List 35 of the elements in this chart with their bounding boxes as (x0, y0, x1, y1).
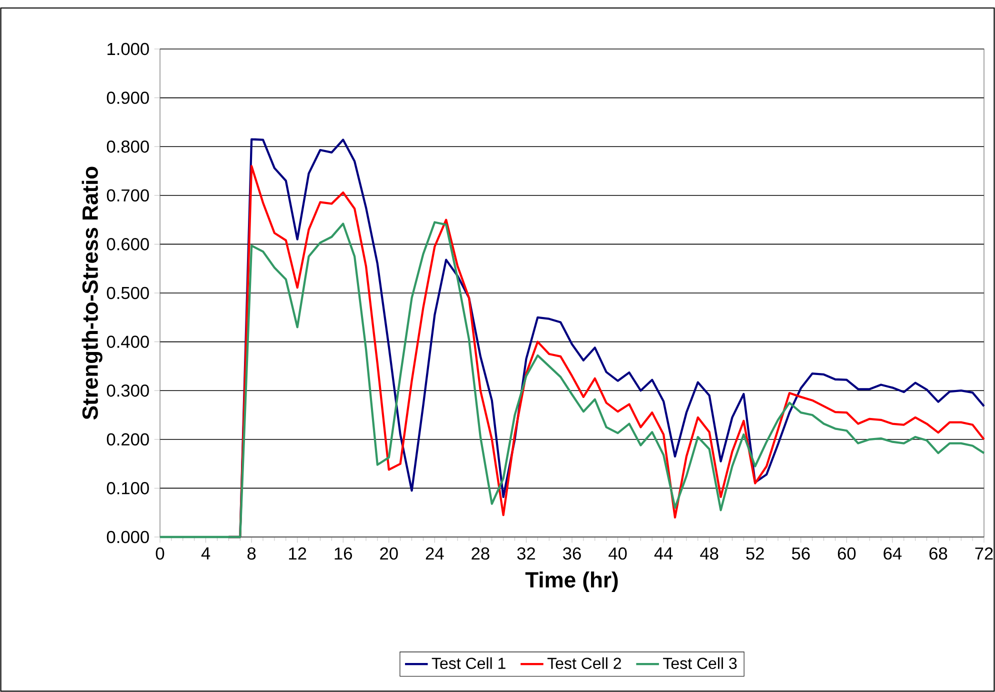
x-tick-label: 28 (472, 547, 490, 560)
x-tick-label: 60 (838, 547, 856, 560)
y-tick-label: 0.700 (106, 189, 149, 202)
y-tick-label: 0.000 (106, 530, 149, 544)
x-tick-label: 4 (201, 547, 210, 560)
x-tick-label: 64 (884, 547, 902, 560)
y-tick-label: 0.400 (106, 336, 149, 348)
x-tick-label: 52 (746, 547, 764, 560)
legend-label: Test Cell 1 (432, 657, 506, 670)
x-tick-label: 0 (156, 547, 164, 560)
y-tick-label: 0.800 (106, 140, 149, 153)
y-axis-title: Strength-to-Stress Ratio (82, 166, 102, 420)
x-tick-label: 16 (334, 547, 352, 560)
legend-label: Test Cell 2 (547, 657, 621, 670)
x-tick-label: 44 (654, 547, 673, 560)
x-tick-label: 32 (517, 547, 535, 560)
legend-label: Test Cell 3 (663, 657, 737, 670)
x-tick-label: 40 (608, 547, 627, 560)
y-tick-label: 0.200 (106, 433, 149, 446)
x-tick-label: 24 (426, 547, 444, 560)
x-tick-label: 20 (380, 547, 398, 560)
y-tick-label: 0.900 (106, 92, 149, 104)
x-tick-label: 12 (289, 547, 306, 560)
x-tick-label: 56 (792, 547, 810, 560)
y-tick-label: 0.500 (106, 286, 149, 300)
x-tick-label: 36 (563, 547, 581, 560)
y-tick-label: 0.100 (106, 482, 149, 494)
y-tick-label: 1.000 (108, 42, 149, 56)
y-tick-label: 0.600 (106, 238, 149, 250)
x-tick-label: 48 (700, 547, 718, 560)
x-tick-label: 8 (247, 547, 256, 560)
x-tick-label: 68 (929, 547, 948, 560)
x-axis-title: Time (hr) (525, 572, 618, 592)
x-tick-label: 72 (975, 547, 993, 560)
y-tick-label: 0.300 (106, 384, 149, 397)
